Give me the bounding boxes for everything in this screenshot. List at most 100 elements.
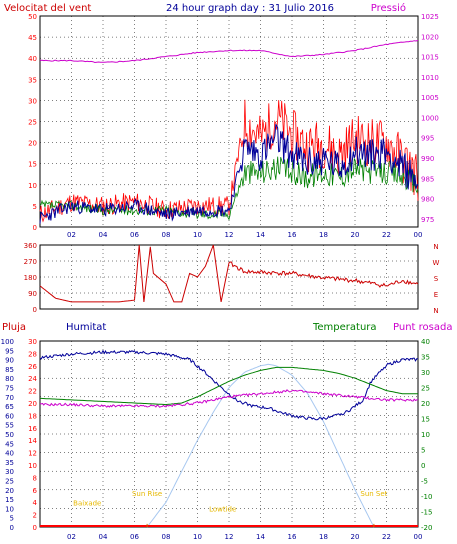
compass-label: N — [433, 243, 438, 251]
wind-speed-series — [39, 99, 419, 223]
rain-axis-tick: 70 — [5, 394, 14, 402]
humidity-axis-tick: 6 — [33, 487, 38, 495]
humidity-axis-tick: 28 — [28, 350, 37, 358]
panel3-x-tick: 06 — [130, 533, 139, 541]
panel1-left-tick: 50 — [28, 13, 37, 21]
temperature-axis-tick: -20 — [421, 524, 432, 532]
temperature-axis-tick: 30 — [421, 369, 430, 377]
panel1-x-tick: 10 — [193, 231, 202, 239]
temperature-axis-tick: -10 — [421, 493, 432, 501]
compass-label: S — [434, 275, 439, 283]
rain-axis-tick: 90 — [5, 357, 14, 365]
compass-label: W — [433, 259, 440, 267]
annotation-label: Lowtide — [209, 506, 236, 514]
panel2-left-tick: 90 — [28, 290, 37, 298]
panel1-left-tick: 40 — [28, 55, 37, 63]
temperature-axis-tick: 15 — [421, 416, 430, 424]
panel1-right-tick: 980 — [421, 196, 434, 204]
humidity-axis-tick: 26 — [28, 363, 37, 371]
panel3-x-tick: 12 — [225, 533, 234, 541]
panel3-x-tick: 22 — [382, 533, 391, 541]
panel3-x-tick: 16 — [288, 533, 297, 541]
temperature-axis-tick: -15 — [421, 509, 432, 517]
panel3-x-tick: 14 — [256, 533, 265, 541]
temperature-axis-tick: 5 — [421, 447, 425, 455]
rain-label: Pluja — [2, 322, 26, 333]
temperature-axis-tick: 40 — [421, 338, 430, 346]
panel3-x-tick: 10 — [193, 533, 202, 541]
humidity-axis-tick: 2 — [33, 512, 37, 520]
annotation-label: Sun Rise — [132, 490, 162, 498]
panel1-x-tick: 02 — [67, 231, 76, 239]
wind-avg-series — [39, 156, 419, 221]
panel3-x-tick: 04 — [99, 533, 108, 541]
humidity-axis-tick: 30 — [28, 338, 37, 346]
panel1-x-tick: 20 — [351, 231, 360, 239]
panel1-left-tick: 0 — [33, 224, 37, 232]
temperature-axis-tick: 20 — [421, 400, 430, 408]
humidity-axis-tick: 12 — [28, 450, 37, 458]
panel1-right-tick: 1020 — [421, 33, 439, 41]
humidity-axis-tick: 8 — [33, 474, 37, 482]
rain-axis-tick: 30 — [5, 468, 14, 476]
rain-axis-tick: 15 — [5, 496, 14, 504]
humidity-axis-tick: 16 — [28, 425, 37, 433]
rain-axis-tick: 100 — [1, 338, 14, 346]
panel2-left-tick: 0 — [33, 306, 37, 314]
temperature-axis-tick: 0 — [421, 462, 425, 470]
rain-axis-tick: 25 — [5, 478, 14, 486]
panel1-x-tick: 04 — [99, 231, 108, 239]
annotation-label: Sun Set — [360, 490, 387, 498]
humidity-axis-tick: 0 — [33, 524, 37, 532]
panel3-x-tick: 18 — [319, 533, 328, 541]
temperature-axis-tick: 10 — [421, 431, 430, 439]
panel1-left-tick: 30 — [28, 97, 37, 105]
panel1-left-tick: 45 — [28, 34, 37, 42]
wind-direction-series — [39, 244, 419, 303]
rain-axis-tick: 5 — [10, 515, 14, 523]
panel1-x-tick: 16 — [288, 231, 297, 239]
panel2-left-tick: 360 — [24, 242, 37, 250]
panel3-x-tick: 00 — [414, 533, 423, 541]
chart-title: 24 hour graph day : 31 Julio 2016 — [166, 3, 334, 14]
panel1-x-tick: 18 — [319, 231, 328, 239]
dewpoint-label: Punt rosada — [393, 322, 452, 333]
humidity-axis-tick: 22 — [28, 388, 37, 396]
rain-axis-tick: 20 — [5, 487, 14, 495]
panel1-x-tick: 08 — [162, 231, 171, 239]
rain-axis-tick: 95 — [5, 347, 14, 355]
compass-label: E — [434, 291, 438, 299]
panel1-right-tick: 1010 — [421, 74, 439, 82]
panel1-left-tick: 25 — [28, 119, 37, 127]
humidity-label: Humitat — [66, 322, 106, 333]
humidity-series — [39, 349, 418, 421]
panel1-right-tick: 1000 — [421, 114, 439, 122]
panel1-x-tick: 06 — [130, 231, 139, 239]
pressure-label: Pressió — [371, 2, 406, 14]
panel1-left-tick: 15 — [28, 161, 37, 169]
dewpoint-series — [39, 389, 419, 408]
rain-axis-tick: 10 — [5, 505, 14, 513]
temperature-axis-tick: 35 — [421, 354, 430, 362]
panel1-x-tick: 22 — [382, 231, 391, 239]
rain-axis-tick: 80 — [5, 375, 14, 383]
panel2-left-tick: 270 — [24, 258, 37, 266]
rain-axis-tick: 40 — [5, 450, 14, 458]
panel3-x-tick: 08 — [162, 533, 171, 541]
temperature-axis-tick: 25 — [421, 385, 430, 393]
panel3-x-tick: 02 — [67, 533, 76, 541]
rain-axis-tick: 75 — [5, 385, 14, 393]
panel1-left-tick: 5 — [33, 203, 37, 211]
compass-label: N — [433, 307, 438, 315]
panel1-right-tick: 975 — [421, 216, 434, 224]
panel1-x-tick: 12 — [225, 231, 234, 239]
annotation-label: Baixade — [73, 499, 101, 507]
panel1-right-tick: 1025 — [421, 13, 439, 21]
panel1-right-tick: 990 — [421, 155, 434, 163]
panel1-right-tick: 1005 — [421, 94, 439, 102]
rain-axis-tick: 50 — [5, 431, 14, 439]
humidity-axis-tick: 20 — [28, 400, 37, 408]
pressure-series — [39, 39, 419, 64]
